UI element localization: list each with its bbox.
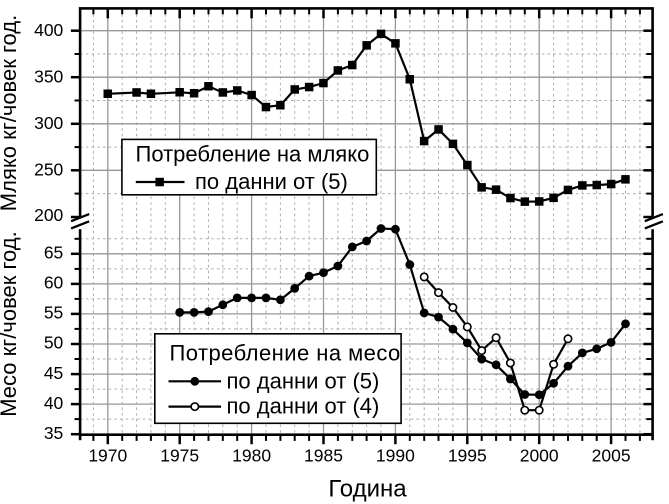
svg-text:65: 65: [44, 243, 63, 263]
svg-text:по данни от (4): по данни от (4): [227, 394, 380, 419]
svg-text:400: 400: [34, 20, 63, 40]
svg-text:1980: 1980: [232, 445, 271, 465]
svg-text:1975: 1975: [160, 445, 199, 465]
svg-text:40: 40: [44, 393, 64, 413]
svg-text:300: 300: [34, 113, 63, 133]
svg-text:35: 35: [44, 423, 63, 443]
svg-text:Мляко кг/човек год.: Мляко кг/човек год.: [0, 15, 21, 211]
svg-text:2000: 2000: [520, 445, 559, 465]
svg-text:200: 200: [34, 205, 63, 225]
svg-text:350: 350: [34, 66, 63, 86]
svg-text:по данни от (5): по данни от (5): [195, 169, 348, 194]
svg-text:2005: 2005: [592, 445, 631, 465]
svg-text:55: 55: [44, 303, 63, 323]
svg-text:1990: 1990: [376, 445, 415, 465]
svg-text:Потребление на месо: Потребление на месо: [170, 340, 401, 365]
svg-text:250: 250: [34, 160, 63, 180]
svg-text:Потребление на мляко: Потребление на мляко: [136, 142, 370, 167]
svg-text:Месо кг/човек год.: Месо кг/човек год.: [0, 231, 21, 417]
svg-text:60: 60: [44, 273, 64, 293]
svg-text:Година: Година: [328, 476, 407, 503]
svg-text:1970: 1970: [88, 445, 127, 465]
svg-text:1995: 1995: [448, 445, 487, 465]
svg-text:50: 50: [44, 333, 64, 353]
svg-text:по данни от (5): по данни от (5): [227, 368, 380, 393]
svg-text:1985: 1985: [304, 445, 343, 465]
svg-text:45: 45: [44, 363, 63, 383]
